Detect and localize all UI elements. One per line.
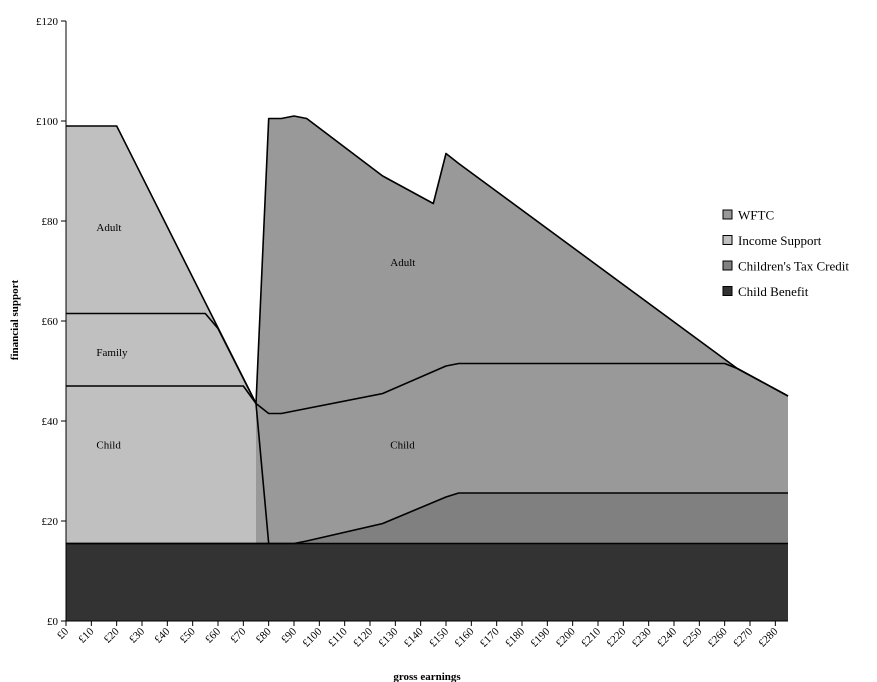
x-tick-label: £70: [228, 625, 249, 646]
x-tick-label: £40: [152, 625, 173, 646]
region-label-family: Family: [96, 347, 128, 359]
area-wftc: [256, 116, 788, 544]
legend-swatch-income-support: [722, 235, 733, 245]
x-tick-label: £270: [731, 625, 755, 649]
x-tick-label: £120: [351, 625, 375, 649]
x-tick-label: £20: [102, 625, 123, 646]
x-tick-label: £170: [478, 625, 502, 649]
area-income-support: [66, 126, 269, 544]
y-tick-label: £120: [36, 16, 59, 28]
line-wftc-child-top: [255, 362, 789, 415]
boundary-lines: [66, 115, 789, 545]
x-tick-label: £30: [127, 625, 148, 646]
legend-label-wftc: WFTC: [738, 208, 774, 223]
legend: WFTC Income Support Children's Tax Credit C…: [722, 208, 849, 299]
x-tick-label: £140: [402, 625, 426, 649]
legend-label-children-s-tax-credit: Children's Tax Credit: [738, 259, 849, 274]
x-tick-label: £250: [680, 625, 704, 649]
x-tick-label: £110: [326, 625, 350, 649]
x-axis-ticks: £0 £10 £20 £30 £40 £50 £60 £70 £80 £90 £100 £110 £12…: [55, 621, 781, 650]
x-tick-label: £180: [503, 625, 527, 649]
x-axis-title: gross earnings: [393, 671, 461, 682]
x-tick-label: £230: [630, 625, 654, 649]
y-tick-label: £60: [42, 316, 59, 328]
x-tick-label: £100: [300, 625, 324, 649]
legend-swatch-children-s-tax-credit: [722, 260, 733, 271]
area-children-s-tax-credit: [268, 493, 788, 544]
legend-swatch-child-benefit: [722, 286, 733, 296]
line-is-child-top: [66, 385, 270, 544]
region-label-child: Child: [96, 440, 121, 452]
legend-swatch-wftc: [722, 209, 733, 220]
x-tick-label: £60: [203, 625, 224, 646]
y-tick-label: £40: [42, 416, 59, 428]
area-child-benefit: [66, 543, 788, 621]
x-tick-label: £150: [427, 625, 451, 649]
y-tick-label: £80: [42, 216, 59, 228]
x-tick-label: £190: [528, 625, 552, 649]
x-tick-label: £50: [178, 625, 199, 646]
x-tick-label: £280: [756, 625, 780, 649]
region-annotations: Adult Family Child Adult Child: [96, 222, 415, 452]
x-tick-label: £210: [579, 625, 603, 649]
y-tick-label: £100: [36, 116, 59, 128]
region-label-adult: Adult: [390, 257, 415, 269]
area-regions: [66, 116, 788, 621]
region-label-adult: Adult: [96, 222, 121, 234]
x-tick-label: £240: [655, 625, 679, 649]
x-tick-label: £220: [604, 625, 628, 649]
line-ctc-top: [66, 492, 788, 545]
line-wftc-adult-top: [255, 115, 789, 404]
x-tick-label: £10: [76, 625, 97, 646]
y-tick-label: £20: [42, 516, 59, 528]
legend-label-income-support: Income Support: [738, 233, 822, 248]
y-axis-ticks: £0 £20 £40 £60 £80 £100 £120: [36, 16, 66, 628]
y-tick-label: £0: [47, 616, 59, 628]
y-axis-title: financial support: [9, 279, 21, 360]
x-tick-label: £160: [452, 625, 476, 649]
line-is-adult-top: [66, 125, 257, 404]
x-tick-label: £200: [554, 625, 578, 649]
region-label-child: Child: [390, 440, 415, 452]
x-tick-label: £130: [376, 625, 400, 649]
legend-label-child-benefit: Child Benefit: [738, 284, 809, 299]
x-tick-label: £80: [254, 625, 275, 646]
x-tick-label: £90: [279, 625, 300, 646]
x-tick-label: £260: [706, 625, 730, 649]
